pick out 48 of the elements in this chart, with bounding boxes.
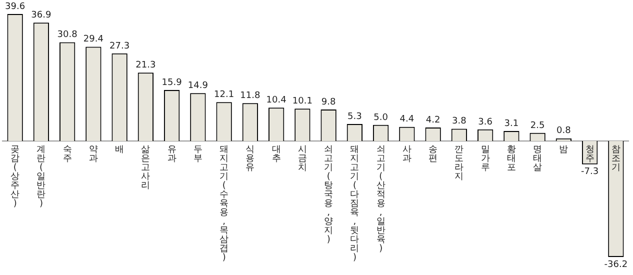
x-tick-label: 송편: [428, 144, 438, 164]
data-label: 4.4: [400, 114, 414, 125]
x-tick-label: 배: [115, 144, 124, 155]
x-tick-label: 참조기: [611, 144, 620, 173]
x-tick-label: 밀가루: [480, 144, 490, 173]
data-label: 36.9: [31, 10, 52, 20]
x-tick-label: 밤: [559, 144, 568, 155]
x-tick-label: 삶은고사리: [141, 144, 150, 191]
x-tick-label: 깐도라지: [454, 144, 464, 182]
data-label: 11.8: [240, 90, 260, 101]
data-label: 5.0: [374, 112, 388, 123]
category-label: 돼지고기(수육용,목삼겹): [220, 144, 229, 263]
x-tick-label: 계란(일반란): [36, 144, 46, 209]
data-label: 27.3: [110, 41, 130, 52]
data-label: 15.9: [162, 78, 182, 88]
data-label: 10.1: [292, 96, 312, 106]
data-label: 2.5: [530, 120, 545, 131]
data-label: 21.3: [136, 60, 156, 71]
data-label: 12.1: [214, 90, 234, 100]
x-tick-label: 사과: [402, 144, 412, 164]
data-label: 14.9: [188, 81, 208, 92]
x-tick-label: 식용유: [246, 144, 255, 173]
x-tick-label: 유과: [167, 144, 176, 164]
x-tick-label: 두부: [193, 144, 202, 164]
data-label: 30.8: [57, 30, 78, 40]
category-label: 돼지고기(다짐육,뒷다리): [350, 144, 360, 263]
x-tick-label: 약과: [88, 144, 98, 164]
data-label: 10.4: [266, 95, 287, 106]
x-tick-label: 숙주: [62, 144, 72, 164]
category-label: 쇠고기(산적용,일반육): [376, 144, 386, 254]
data-label: 29.4: [83, 34, 104, 45]
data-label: 3.1: [504, 118, 519, 129]
x-tick-label: 청주: [585, 144, 594, 164]
x-tick-label: 곶감(상주산): [10, 144, 20, 209]
x-tick-label: 대추: [272, 144, 281, 164]
data-label: -36.2: [604, 260, 628, 270]
x-tick-label: 황태포: [506, 144, 516, 173]
data-label: 0.8: [556, 126, 572, 136]
data-label: 4.2: [426, 115, 440, 126]
category-label: 쇠고기(탕국용,양지): [324, 144, 334, 245]
data-label: 5.3: [348, 112, 362, 122]
data-label: -7.3: [581, 167, 599, 178]
data-label: 3.6: [478, 117, 493, 128]
x-tick-label: 시금치: [298, 144, 307, 173]
x-tick-label: 명태살: [533, 144, 542, 173]
data-label: 39.6: [5, 2, 26, 12]
data-label: 9.8: [321, 97, 336, 108]
data-label: 3.8: [452, 116, 467, 127]
